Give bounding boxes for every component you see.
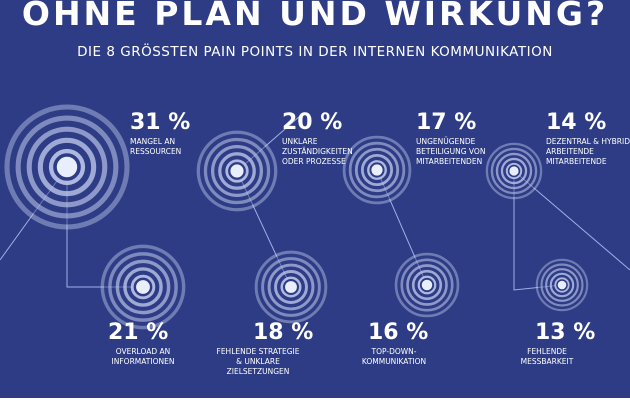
page-subtitle: DIE 8 GRÖSSTEN PAIN POINTS IN DER INTERN… bbox=[77, 44, 553, 60]
bubble-ring bbox=[360, 153, 394, 187]
bubble-ring bbox=[218, 152, 256, 190]
bubble-ring bbox=[48, 148, 86, 186]
value-label-zustaendigkeiten: 20 % bbox=[282, 110, 343, 135]
bubble-ring bbox=[367, 160, 387, 180]
page-title: OHNE PLAN UND WIRKUNG? bbox=[21, 0, 609, 33]
bubble-ring bbox=[15, 115, 119, 219]
bubble-core bbox=[507, 164, 521, 178]
bubble-ring bbox=[225, 159, 249, 183]
bubble-ring bbox=[115, 259, 171, 315]
bubble-ring bbox=[505, 162, 523, 180]
bubble-hybrid bbox=[485, 142, 543, 200]
bubble-ring bbox=[280, 276, 302, 298]
bubble-ring bbox=[37, 137, 97, 197]
bubble-ring bbox=[354, 147, 400, 193]
bubble-ressourcen bbox=[4, 104, 130, 230]
bubble-core bbox=[282, 278, 300, 296]
bubble-ring bbox=[400, 258, 454, 312]
label-ressourcen: MANGEL AN RESSOURCEN bbox=[130, 137, 182, 156]
bubble-ring bbox=[406, 264, 448, 306]
bubble-ring bbox=[417, 275, 437, 295]
bubble-ring bbox=[26, 126, 108, 208]
value-label-top-down: 16 % bbox=[368, 320, 429, 345]
connector-line bbox=[236, 115, 301, 172]
bubble-core bbox=[228, 162, 246, 180]
label-hybrid: DEZENTRAL & HYBRID ARBEITENDE MITARBEITE… bbox=[546, 137, 630, 166]
bubble-ring bbox=[549, 272, 575, 298]
bubble-messbarkeit bbox=[535, 258, 589, 312]
bubble-ring bbox=[540, 263, 584, 307]
value-label-strategie: 18 % bbox=[253, 320, 314, 345]
bubble-ring bbox=[210, 144, 264, 198]
footer-strip bbox=[0, 398, 630, 412]
value-label-hybrid: 14 % bbox=[546, 110, 607, 135]
bubble-ring bbox=[490, 147, 538, 195]
label-overload: OVERLOAD AN INFORMATIONEN bbox=[111, 347, 175, 366]
connector-line bbox=[0, 166, 68, 261]
label-strategie: FEHLENDE STRATEGIE & UNKLARE ZIELSETZUNG… bbox=[216, 347, 300, 376]
bubble-top-down bbox=[394, 252, 460, 318]
value-label-messbarkeit: 13 % bbox=[535, 320, 596, 345]
value-label-overload: 21 % bbox=[108, 320, 169, 345]
bubble-ring bbox=[130, 274, 156, 300]
bubble-ring bbox=[267, 263, 315, 311]
value-label-beteiligung: 17 % bbox=[416, 110, 477, 135]
bubble-ring bbox=[545, 268, 579, 302]
bubble-ring bbox=[274, 270, 308, 304]
bubble-ring bbox=[203, 137, 271, 205]
bubble-strategie bbox=[254, 250, 328, 324]
bubble-beteiligung bbox=[342, 135, 412, 205]
label-messbarkeit: FEHLENDE MESSBARKEIT bbox=[520, 347, 574, 366]
bubble-ring bbox=[348, 141, 406, 199]
bubble-core bbox=[53, 153, 81, 181]
value-label-ressourcen: 31 % bbox=[130, 110, 191, 135]
bubble-ring bbox=[500, 157, 528, 185]
connector-line bbox=[513, 170, 630, 271]
bubble-zustaendigkeiten bbox=[196, 130, 278, 212]
bubble-ring bbox=[411, 269, 443, 301]
label-top-down: TOP-DOWN- KOMMUNIKATION bbox=[361, 347, 427, 366]
bubble-ring bbox=[261, 257, 321, 317]
bubble-ring bbox=[108, 252, 178, 322]
label-beteiligung: UNGENÜGENDE BETEILIGUNG VON MITARBEITEND… bbox=[416, 137, 486, 166]
bubble-core bbox=[133, 277, 153, 297]
bubble-core bbox=[419, 277, 435, 293]
bubble-overload bbox=[100, 244, 186, 330]
bubble-core bbox=[556, 279, 568, 291]
label-zustaendigkeiten: UNKLARE ZUSTÄNDIGKEITEN ODER PROZESSE bbox=[282, 137, 353, 166]
bubble-ring bbox=[123, 267, 163, 307]
bubble-core bbox=[369, 162, 385, 178]
bubble-ring bbox=[495, 152, 533, 190]
bubble-ring bbox=[554, 277, 570, 293]
